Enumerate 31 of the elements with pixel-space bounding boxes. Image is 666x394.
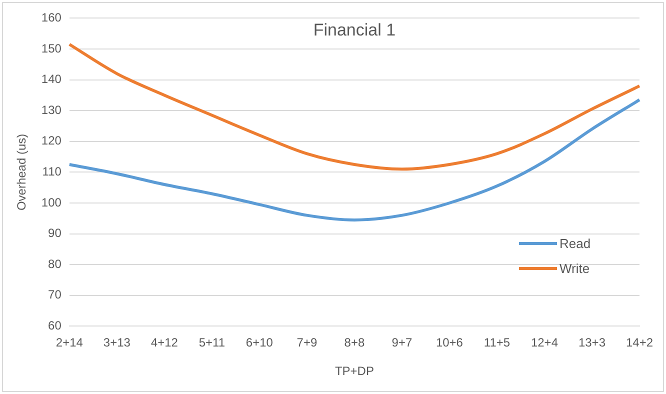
y-axis-title: Overhead (us) (14, 134, 29, 211)
y-tick-label: 70 (48, 288, 62, 302)
y-tick-label: 130 (41, 102, 62, 117)
y-tick-label: 140 (41, 72, 62, 86)
x-tick-label: 11+5 (484, 336, 510, 350)
x-tick-label: 13+3 (578, 336, 606, 350)
y-tick-label: 100 (41, 195, 62, 210)
line-series (68, 42, 641, 171)
y-tick-label: 110 (42, 164, 62, 179)
y-tick-label: 150 (41, 41, 62, 56)
legend-label: Read (559, 236, 591, 252)
y-tick-label: 80 (48, 256, 62, 271)
x-tick-label: 14+2 (626, 336, 654, 350)
x-tick-label: 2+14 (56, 336, 84, 350)
y-tick-label: 160 (41, 10, 62, 25)
x-axis-title: TP+DP (334, 364, 374, 378)
y-tick-label: 120 (41, 134, 62, 148)
x-tick-label: 6+10 (246, 336, 274, 350)
x-tick-label: 7+9 (296, 336, 318, 350)
legend-label: Write (559, 261, 590, 276)
x-tick-label: 3+13 (103, 336, 131, 350)
y-tick-label: 60 (48, 318, 62, 333)
x-tick-label: 9+7 (392, 336, 412, 350)
x-tick-label: 10+6 (436, 336, 464, 350)
chart-title: Financial 1 (313, 20, 396, 40)
y-tick-label: 90 (48, 226, 62, 240)
x-tick-label: 12+4 (530, 336, 558, 350)
line-series (68, 98, 641, 222)
x-tick-label: 8+8 (344, 336, 365, 350)
x-tick-label: 5+11 (198, 336, 226, 350)
x-tick-label: 4+12 (150, 336, 178, 350)
